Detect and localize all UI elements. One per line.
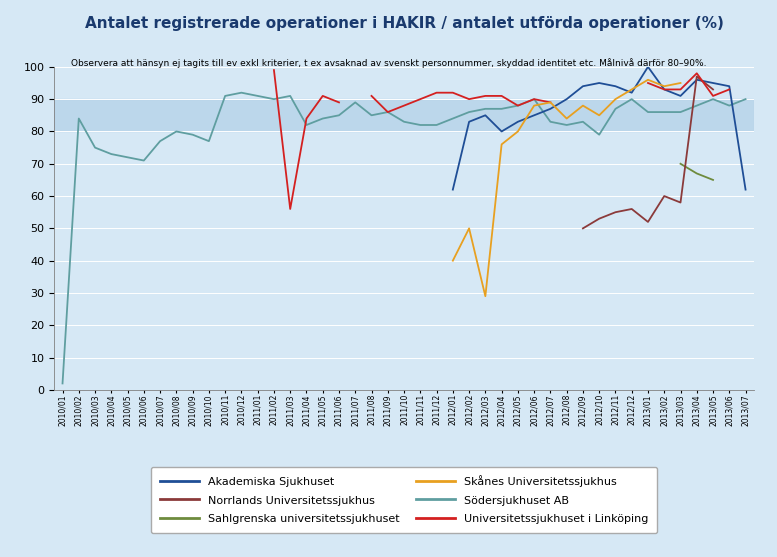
Bar	[54, 99, 754, 131]
Title: Antalet registrerade operationer i HAKIR / antalet utförda operationer (%): Antalet registrerade operationer i HAKIR…	[85, 16, 723, 31]
Legend: Akademiska Sjukhuset, Norrlands Universitetssjukhus, Sahlgrenska universitetssju: Akademiska Sjukhuset, Norrlands Universi…	[151, 467, 657, 533]
Text: Observera att hänsyn ej tagits till ev exkl kriterier, t ex avsaknad av svenskt : Observera att hänsyn ej tagits till ev e…	[71, 58, 706, 69]
